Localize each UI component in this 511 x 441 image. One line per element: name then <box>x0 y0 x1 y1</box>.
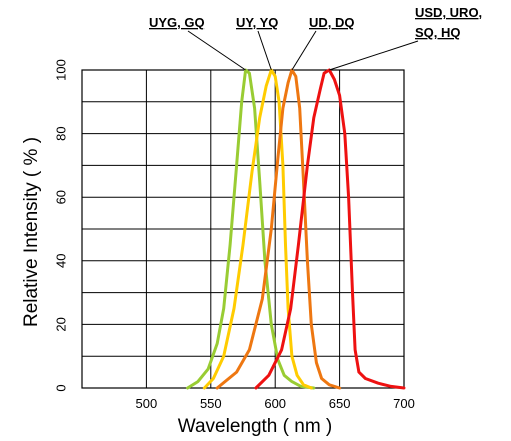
series-layer <box>186 68 406 390</box>
series-line-3 <box>254 68 406 390</box>
y-tick-label: 0 <box>53 384 68 391</box>
x-tick-label: 700 <box>393 396 415 411</box>
legend-leader-line <box>291 30 317 71</box>
series-line-0 <box>186 68 316 390</box>
x-tick-label: 500 <box>136 396 158 411</box>
legend-label-3: USD, URO, SQ, HQ <box>415 5 482 40</box>
legend-leaders <box>187 30 419 71</box>
legend-label-line: UY, YQ <box>236 15 278 30</box>
y-tick-label: 20 <box>53 317 68 331</box>
y-tick-label: 80 <box>53 126 68 140</box>
legend-label-1: UY, YQ <box>236 15 278 30</box>
x-tick-label: 600 <box>264 396 286 411</box>
series-line-2 <box>215 68 342 390</box>
legend-label-line: UYG, GQ <box>149 15 205 30</box>
y-tick-label: 40 <box>53 254 68 268</box>
legend-label-line: UD, DQ <box>309 15 355 30</box>
legend-leader-line <box>329 40 419 71</box>
legend-leader-line <box>187 30 246 71</box>
legend-label-2: UD, DQ <box>309 15 355 30</box>
y-tick-label: 100 <box>53 59 68 81</box>
legend-label-0: UYG, GQ <box>149 15 205 30</box>
plot-frame <box>81 69 405 389</box>
legend-label-line: USD, URO, <box>415 5 482 20</box>
x-tick-label: 550 <box>200 396 222 411</box>
x-axis-title: Wavelength ( nm ) <box>178 416 333 437</box>
series-line-1 <box>202 68 313 390</box>
grid <box>81 69 405 389</box>
y-tick-label: 60 <box>53 190 68 204</box>
legend-leader-line <box>257 30 272 71</box>
legend-label-line: SQ, HQ <box>415 25 461 40</box>
y-axis-title: Relative Intensity ( % ) <box>21 137 42 327</box>
labels: 500 550 600 650 700 0 20 40 60 80 100 Wavelength ( … <box>21 5 482 437</box>
x-tick-label: 650 <box>329 396 351 411</box>
